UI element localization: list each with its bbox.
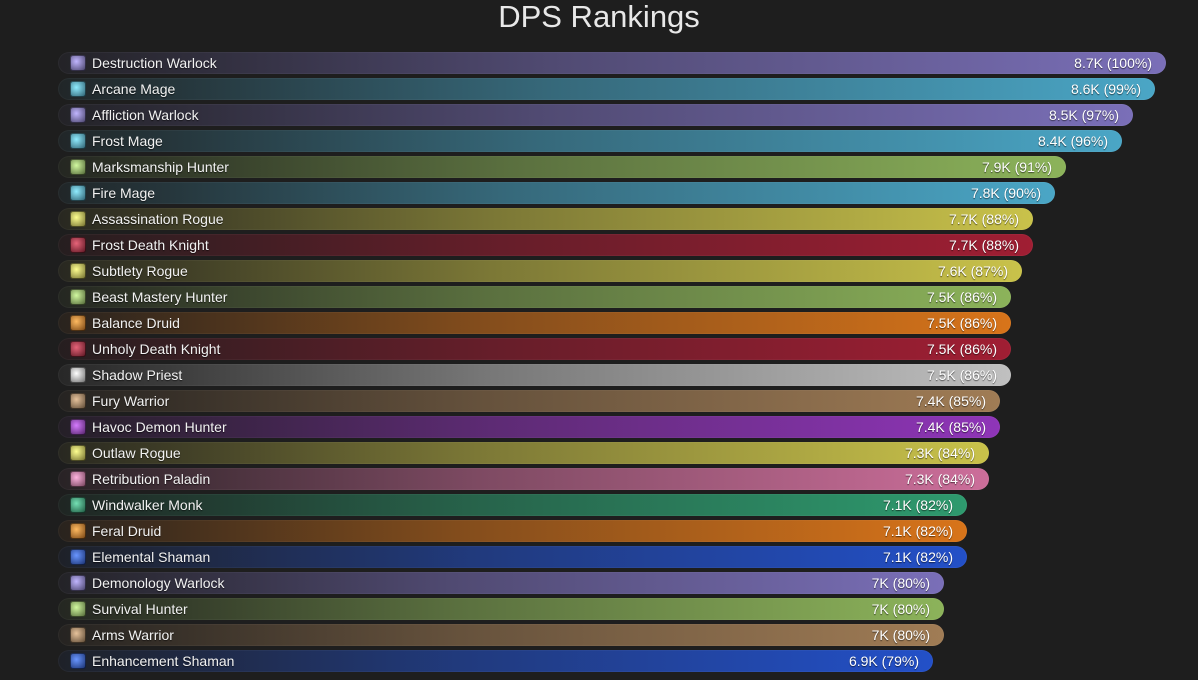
bar-balance-druid: Balance Druid 7.5K (86%) bbox=[58, 312, 1011, 334]
bar-value-label: 7.8K (90%) bbox=[970, 185, 1041, 201]
bar-label: Assassination Rogue bbox=[92, 211, 224, 227]
bar-label: Demonology Warlock bbox=[92, 575, 225, 591]
bar-label: Enhancement Shaman bbox=[92, 653, 235, 669]
bar-frost-death-knight: Frost Death Knight 7.7K (88%) bbox=[58, 234, 1033, 256]
bar-value-label: 7.5K (86%) bbox=[926, 315, 997, 331]
bar-label: Elemental Shaman bbox=[92, 549, 211, 565]
bar-label: Windwalker Monk bbox=[92, 497, 203, 513]
survival-hunter-icon bbox=[70, 601, 86, 617]
unholy-death-knight-icon bbox=[70, 341, 86, 357]
bar-retribution-paladin: Retribution Paladin 7.3K (84%) bbox=[58, 468, 989, 490]
bar-value-label: 7K (80%) bbox=[871, 627, 930, 643]
demonology-warlock-icon bbox=[70, 575, 86, 591]
bar-fire-mage: Fire Mage 7.8K (90%) bbox=[58, 182, 1055, 204]
havoc-demon-hunter-icon bbox=[70, 419, 86, 435]
destruction-warlock-icon bbox=[70, 55, 86, 71]
bar-value-label: 8.5K (97%) bbox=[1048, 107, 1119, 123]
bar-label: Marksmanship Hunter bbox=[92, 159, 229, 175]
bar-value-label: 7.7K (88%) bbox=[948, 237, 1019, 253]
bar-havoc-demon-hunter: Havoc Demon Hunter 7.4K (85%) bbox=[58, 416, 1000, 438]
bar-label: Unholy Death Knight bbox=[92, 341, 221, 357]
balance-druid-icon bbox=[70, 315, 86, 331]
bar-frost-mage: Frost Mage 8.4K (96%) bbox=[58, 130, 1122, 152]
bar-label: Fury Warrior bbox=[92, 393, 170, 409]
bar-enhancement-shaman: Enhancement Shaman 6.9K (79%) bbox=[58, 650, 933, 672]
bar-value-label: 7.4K (85%) bbox=[915, 393, 986, 409]
shadow-priest-icon bbox=[70, 367, 86, 383]
bar-arms-warrior: Arms Warrior 7K (80%) bbox=[58, 624, 944, 646]
bar-label: Affliction Warlock bbox=[92, 107, 199, 123]
bar-value-label: 7.1K (82%) bbox=[882, 549, 953, 565]
feral-druid-icon bbox=[70, 523, 86, 539]
fire-mage-icon bbox=[70, 185, 86, 201]
bar-value-label: 8.4K (96%) bbox=[1037, 133, 1108, 149]
bar-value-label: 7.7K (88%) bbox=[948, 211, 1019, 227]
bar-survival-hunter: Survival Hunter 7K (80%) bbox=[58, 598, 944, 620]
subtlety-rogue-icon bbox=[70, 263, 86, 279]
bar-label: Arcane Mage bbox=[92, 81, 176, 97]
bar-beast-mastery-hunter: Beast Mastery Hunter 7.5K (86%) bbox=[58, 286, 1011, 308]
bar-label: Frost Mage bbox=[92, 133, 163, 149]
bar-value-label: 7.1K (82%) bbox=[882, 523, 953, 539]
bar-label: Survival Hunter bbox=[92, 601, 188, 617]
bar-windwalker-monk: Windwalker Monk 7.1K (82%) bbox=[58, 494, 967, 516]
bar-value-label: 7.6K (87%) bbox=[937, 263, 1008, 279]
bar-elemental-shaman: Elemental Shaman 7.1K (82%) bbox=[58, 546, 967, 568]
bar-unholy-death-knight: Unholy Death Knight 7.5K (86%) bbox=[58, 338, 1011, 360]
bar-value-label: 8.6K (99%) bbox=[1070, 81, 1141, 97]
bar-outlaw-rogue: Outlaw Rogue 7.3K (84%) bbox=[58, 442, 989, 464]
bar-value-label: 8.7K (100%) bbox=[1074, 55, 1152, 71]
assassination-rogue-icon bbox=[70, 211, 86, 227]
bar-value-label: 7.5K (86%) bbox=[926, 289, 997, 305]
bar-assassination-rogue: Assassination Rogue 7.7K (88%) bbox=[58, 208, 1033, 230]
fury-warrior-icon bbox=[70, 393, 86, 409]
bar-label: Balance Druid bbox=[92, 315, 180, 331]
bar-subtlety-rogue: Subtlety Rogue 7.6K (87%) bbox=[58, 260, 1022, 282]
bar-label: Shadow Priest bbox=[92, 367, 183, 383]
bar-destruction-warlock: Destruction Warlock 8.7K (100%) bbox=[58, 52, 1166, 74]
bar-demonology-warlock: Demonology Warlock 7K (80%) bbox=[58, 572, 944, 594]
retribution-paladin-icon bbox=[70, 471, 86, 487]
bar-value-label: 6.9K (79%) bbox=[848, 653, 919, 669]
elemental-shaman-icon bbox=[70, 549, 86, 565]
bar-value-label: 7.5K (86%) bbox=[926, 341, 997, 357]
bar-label: Fire Mage bbox=[92, 185, 156, 201]
bar-label: Subtlety Rogue bbox=[92, 263, 188, 279]
bar-label: Outlaw Rogue bbox=[92, 445, 181, 461]
arcane-mage-icon bbox=[70, 81, 86, 97]
bar-label: Arms Warrior bbox=[92, 627, 174, 643]
bar-label: Retribution Paladin bbox=[92, 471, 211, 487]
bar-affliction-warlock: Affliction Warlock 8.5K (97%) bbox=[58, 104, 1133, 126]
frost-death-knight-icon bbox=[70, 237, 86, 253]
frost-mage-icon bbox=[70, 133, 86, 149]
enhancement-shaman-icon bbox=[70, 653, 86, 669]
bar-value-label: 7.3K (84%) bbox=[904, 445, 975, 461]
bar-value-label: 7.3K (84%) bbox=[904, 471, 975, 487]
bar-value-label: 7K (80%) bbox=[871, 575, 930, 591]
beast-mastery-hunter-icon bbox=[70, 289, 86, 305]
affliction-warlock-icon bbox=[70, 107, 86, 123]
bar-value-label: 7K (80%) bbox=[871, 601, 930, 617]
bar-label: Feral Druid bbox=[92, 523, 162, 539]
bar-arcane-mage: Arcane Mage 8.6K (99%) bbox=[58, 78, 1155, 100]
bar-label: Frost Death Knight bbox=[92, 237, 209, 253]
bar-fury-warrior: Fury Warrior 7.4K (85%) bbox=[58, 390, 1000, 412]
bar-shadow-priest: Shadow Priest 7.5K (86%) bbox=[58, 364, 1011, 386]
bar-label: Destruction Warlock bbox=[92, 55, 217, 71]
arms-warrior-icon bbox=[70, 627, 86, 643]
bar-value-label: 7.4K (85%) bbox=[915, 419, 986, 435]
chart-title: DPS Rankings bbox=[498, 0, 700, 34]
bar-value-label: 7.1K (82%) bbox=[882, 497, 953, 513]
bar-value-label: 7.5K (86%) bbox=[926, 367, 997, 383]
bar-feral-druid: Feral Druid 7.1K (82%) bbox=[58, 520, 967, 542]
marksmanship-hunter-icon bbox=[70, 159, 86, 175]
bar-value-label: 7.9K (91%) bbox=[981, 159, 1052, 175]
bar-marksmanship-hunter: Marksmanship Hunter 7.9K (91%) bbox=[58, 156, 1066, 178]
bar-label: Havoc Demon Hunter bbox=[92, 419, 227, 435]
windwalker-monk-icon bbox=[70, 497, 86, 513]
outlaw-rogue-icon bbox=[70, 445, 86, 461]
bar-label: Beast Mastery Hunter bbox=[92, 289, 228, 305]
